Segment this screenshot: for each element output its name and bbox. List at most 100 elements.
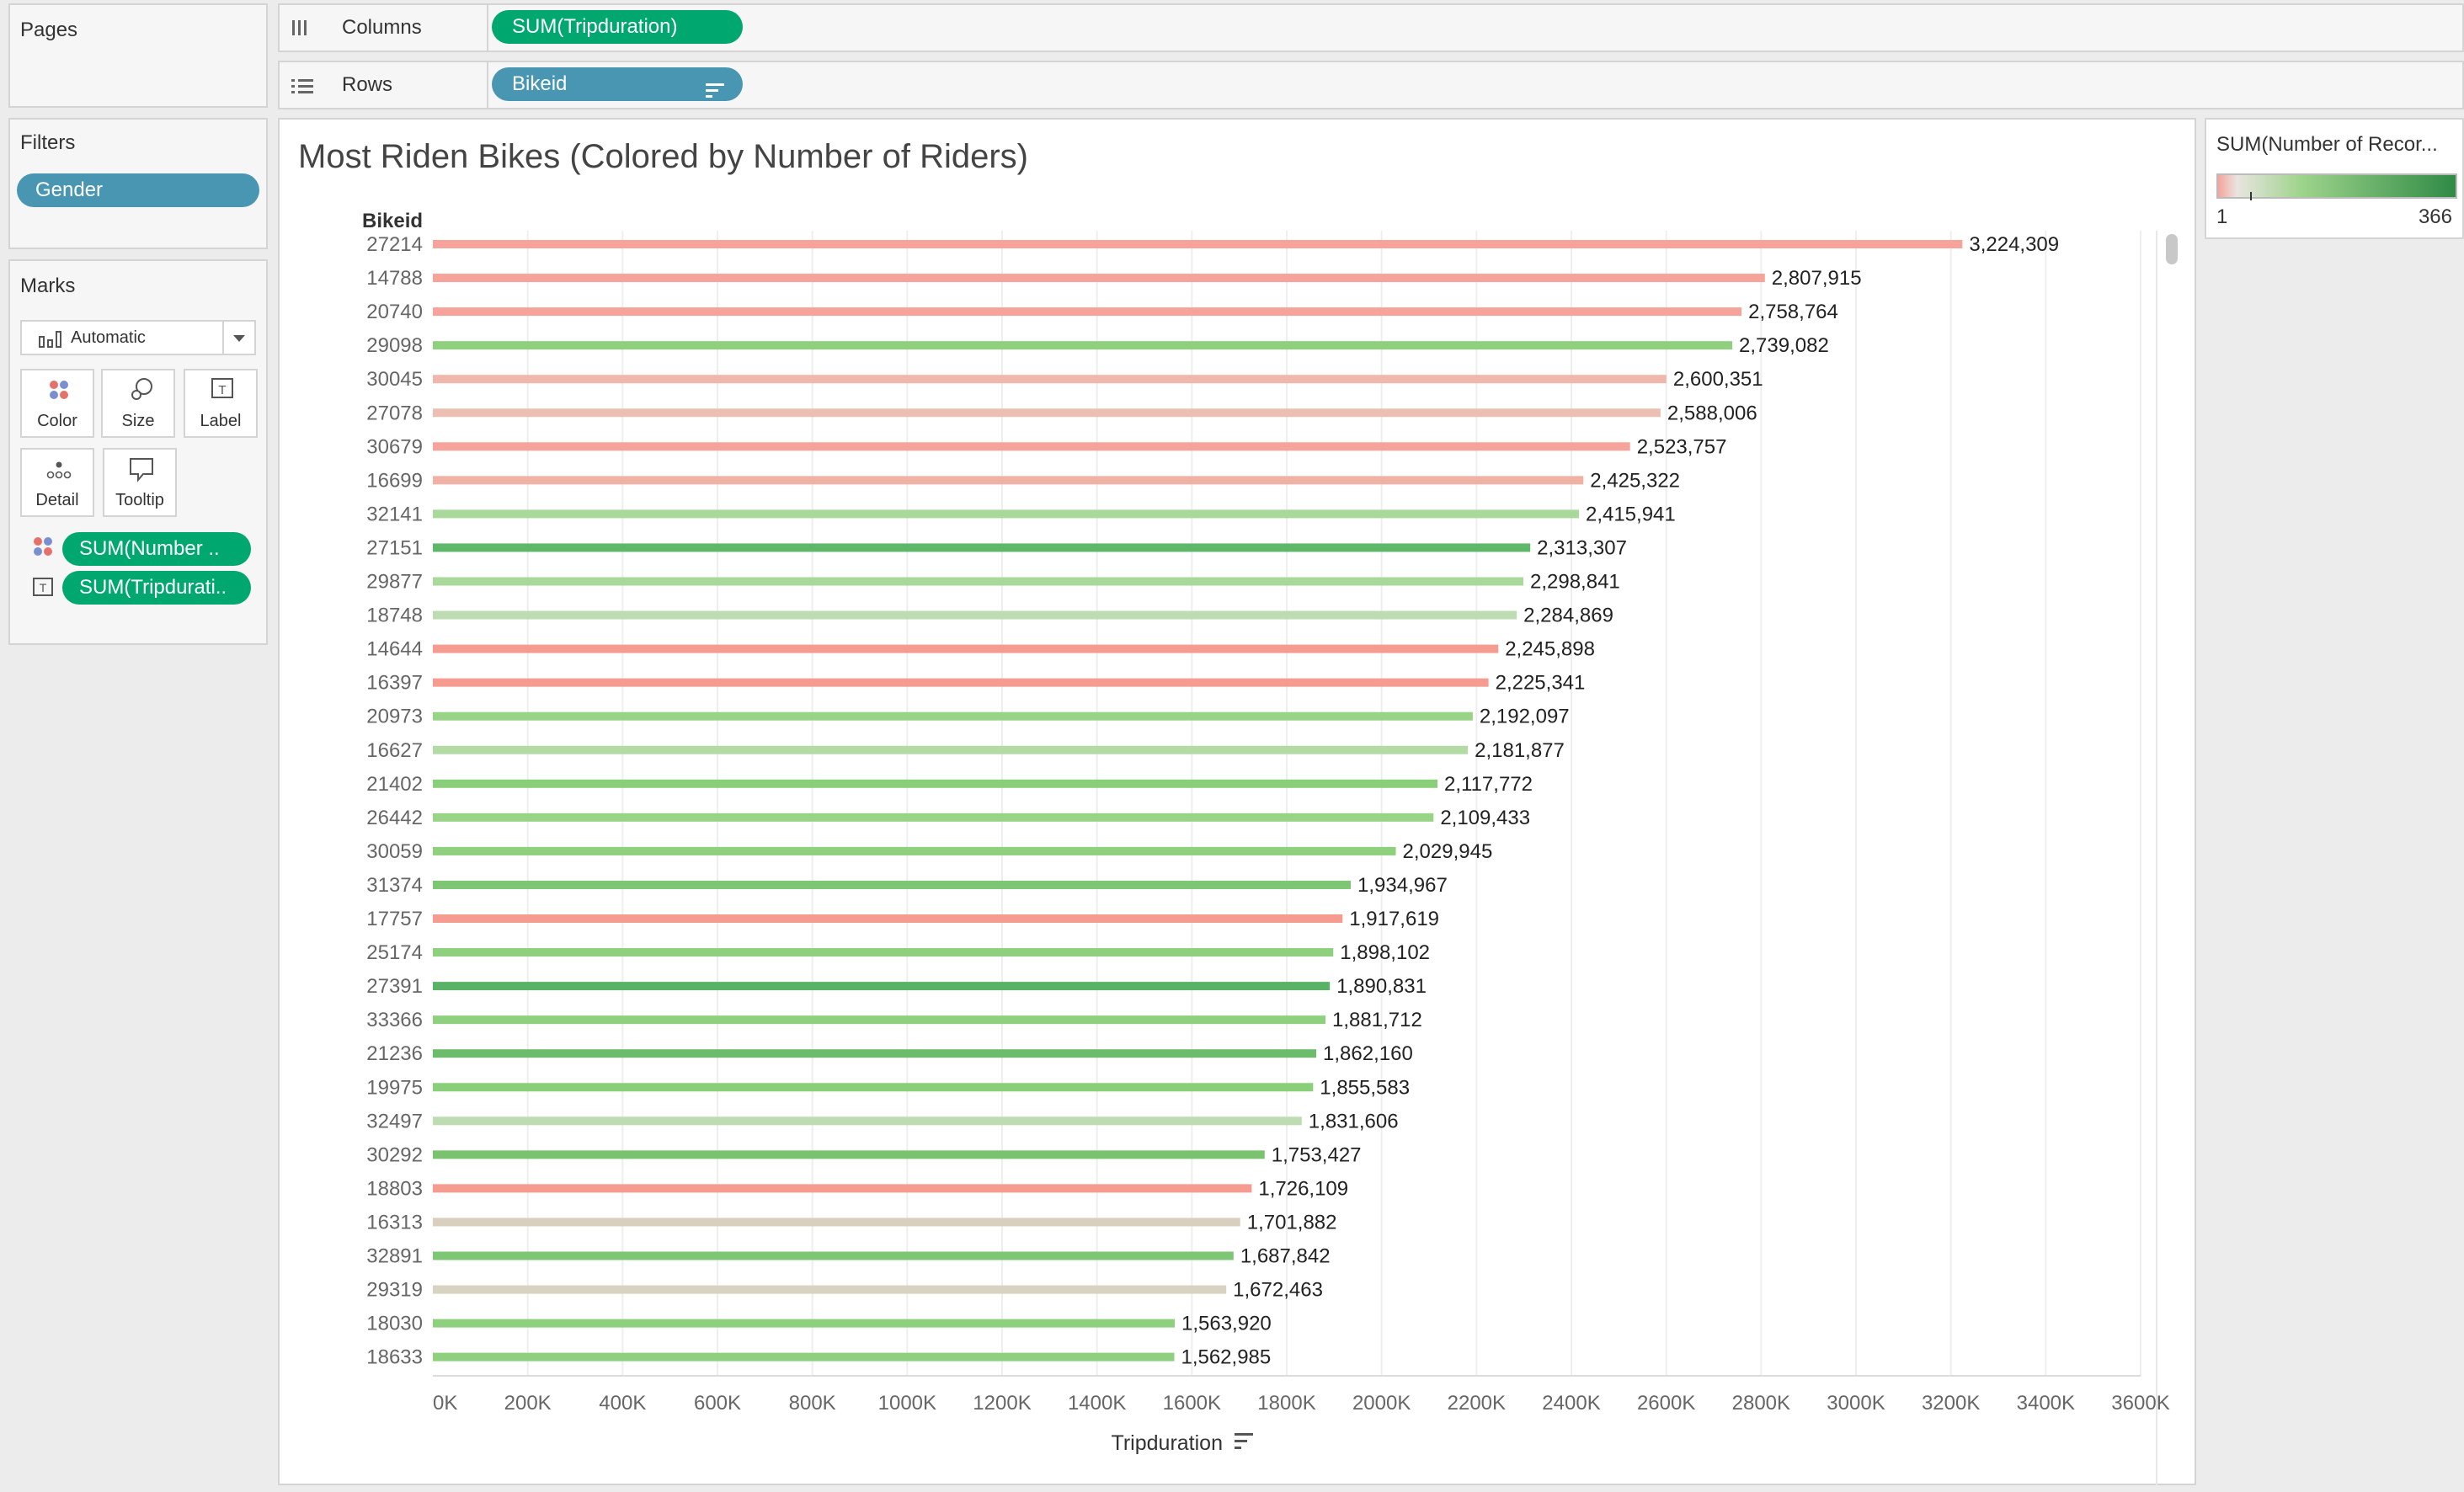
x-tick-label: 3000K [1827,1392,1885,1415]
bikeid-label: 18748 [366,605,423,627]
marks-panel: Marks Automatic Color Size T Label Detai… [8,259,268,645]
bikeid-label: 18030 [366,1313,423,1335]
bar-value-label: 2,298,841 [1530,571,1620,594]
sort-descending-icon[interactable] [706,76,726,98]
bar[interactable] [433,509,1579,519]
bar[interactable] [433,341,1733,350]
bikeid-label: 27078 [366,402,423,424]
bar[interactable] [433,1319,1176,1328]
bikeid-label: 32891 [366,1245,423,1268]
pages-title: Pages [20,19,78,41]
x-tick-label: 0K [433,1392,457,1415]
bar[interactable] [433,274,1765,283]
bar[interactable] [433,1218,1240,1227]
bar[interactable] [433,240,1963,248]
bar[interactable] [433,678,1489,687]
bar-value-label: 2,284,869 [1523,605,1613,627]
shelf-divider [487,61,488,109]
bar[interactable] [433,375,1667,384]
bar[interactable] [433,543,1531,552]
bikeid-label: 16627 [366,739,423,762]
bar[interactable] [433,1251,1234,1260]
bar-value-label: 2,600,351 [1673,368,1763,391]
bikeid-label: 27151 [366,536,423,559]
marks-color-button[interactable]: Color [20,369,94,438]
marks-field-sum-tripduration[interactable]: SUM(Tripdurati.. [62,571,251,605]
bar[interactable] [433,1150,1265,1159]
bar[interactable] [433,476,1584,485]
bar[interactable] [433,610,1517,620]
bar[interactable] [433,577,1524,586]
tooltip-icon [104,456,175,485]
bar[interactable] [433,307,1742,317]
marks-label-button[interactable]: T Label [184,369,258,438]
bar-value-label: 2,029,945 [1403,840,1493,863]
marks-field-sum-number[interactable]: SUM(Number .. [62,532,251,566]
x-tick-label: 2600K [1637,1392,1695,1415]
bikeid-label: 27214 [366,233,423,256]
color-field-icon [32,536,54,557]
bikeid-label: 30292 [366,1143,423,1166]
bar[interactable] [433,745,1469,754]
color-button-label: Color [37,412,77,430]
bikeid-label: 30045 [366,368,423,391]
bikeid-label: 18633 [366,1346,423,1369]
bikeid-label: 30059 [366,840,423,863]
bar[interactable] [433,1083,1314,1092]
filter-pill-gender[interactable]: Gender [17,173,259,207]
filters-title: Filters [20,131,76,154]
bar[interactable] [433,408,1661,418]
bar[interactable] [433,880,1352,889]
scrollbar-thumb[interactable] [2166,234,2178,264]
bar[interactable] [433,1352,1175,1361]
bar[interactable] [433,711,1473,721]
bikeid-label: 25174 [366,941,423,964]
pages-panel[interactable]: Pages [8,3,268,108]
bar[interactable] [433,948,1334,957]
bar[interactable] [433,644,1499,653]
label-field-icon: T [32,576,54,598]
bar[interactable] [433,1285,1227,1294]
bikeid-label: 32497 [366,1110,423,1132]
bar-value-label: 2,739,082 [1739,334,1829,357]
bar[interactable] [433,1049,1317,1058]
bikeid-label: 20740 [366,301,423,323]
mark-type-label: Automatic [71,328,146,347]
bikeid-label: 31374 [366,874,423,897]
marks-size-button[interactable]: Size [101,369,175,438]
bikeid-label: 16699 [366,469,423,492]
bar[interactable] [433,914,1343,923]
axis-sort-icon[interactable] [1235,1440,1247,1442]
shelf-divider [487,3,488,52]
bar[interactable] [433,813,1434,822]
bar[interactable] [433,1015,1326,1025]
bar[interactable] [433,779,1438,788]
rows-pill-bikeid[interactable]: Bikeid [492,67,743,101]
axis-sort-icon[interactable] [1235,1447,1241,1449]
marks-detail-button[interactable]: Detail [20,448,94,517]
x-tick-label: 3600K [2111,1392,2169,1415]
size-icon [103,377,173,406]
dropdown-divider [222,322,224,354]
bar[interactable] [433,1184,1252,1193]
label-button-label: Label [200,412,242,430]
bar[interactable] [433,982,1331,991]
bar[interactable] [433,846,1396,855]
columns-pill-sum-tripduration[interactable]: SUM(Tripduration) [492,10,743,44]
tooltip-button-label: Tooltip [115,491,164,509]
bar-value-label: 2,807,915 [1772,267,1862,290]
detail-icon [22,456,93,485]
svg-text:T: T [218,383,226,397]
bar[interactable] [433,1116,1302,1126]
x-tick-label: 1800K [1257,1392,1315,1415]
mark-type-dropdown[interactable]: Automatic [20,320,256,355]
bar-value-label: 1,672,463 [1233,1279,1323,1302]
bar[interactable] [433,442,1630,451]
bar-value-label: 2,245,898 [1505,638,1595,661]
bikeid-label: 30679 [366,435,423,458]
axis-sort-icon[interactable] [1235,1433,1253,1436]
filters-panel[interactable]: Filters Gender [8,118,268,249]
marks-tooltip-button[interactable]: Tooltip [103,448,177,517]
bar-value-label: 2,425,322 [1590,469,1680,492]
